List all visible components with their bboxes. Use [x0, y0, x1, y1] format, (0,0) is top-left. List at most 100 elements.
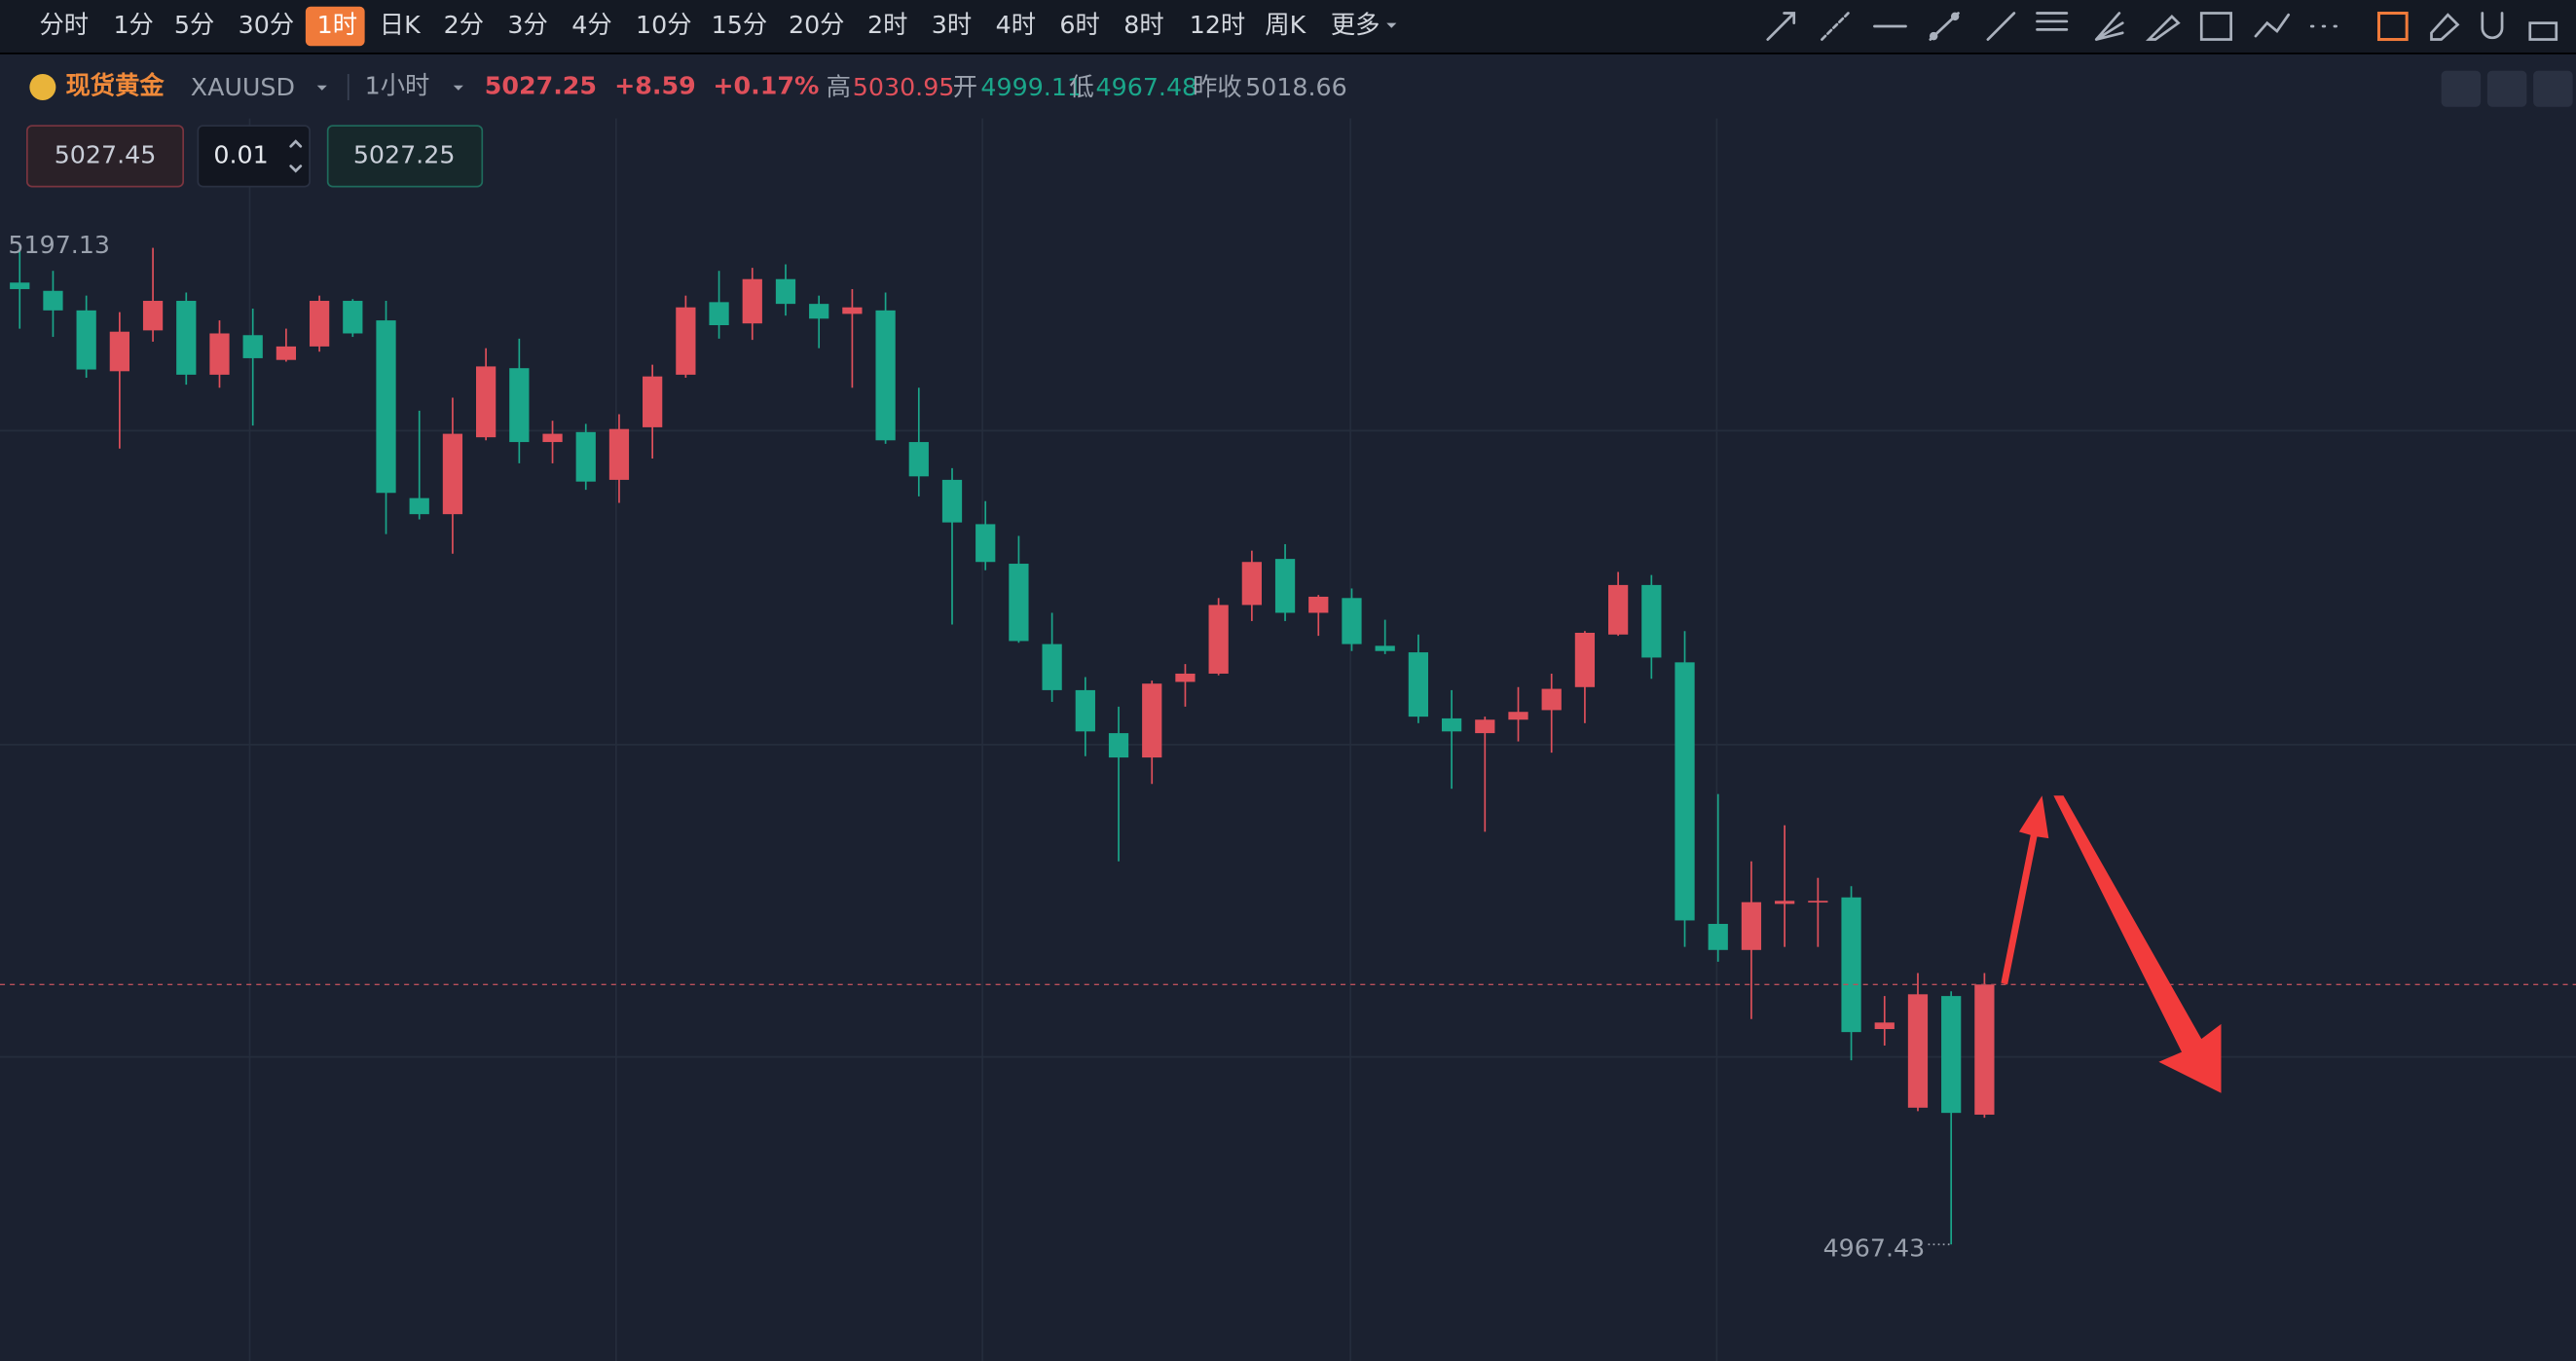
price-change-pct: +0.17% — [713, 71, 819, 99]
tool-wave[interactable] — [2254, 13, 2291, 38]
candle-body — [176, 301, 197, 375]
candle-body — [608, 428, 630, 480]
period[interactable]: 3时 — [932, 11, 972, 39]
candle-body — [1907, 994, 1929, 1108]
caret — [453, 85, 463, 91]
candle-body — [1475, 719, 1495, 734]
stat-label: 昨收 — [1193, 73, 1242, 101]
instrument-name: 现货黄金 — [66, 71, 166, 99]
tool-dot — [1929, 31, 1938, 41]
candle-body — [442, 433, 463, 515]
buy-price: 5027.25 — [353, 140, 456, 168]
period[interactable]: 日K — [380, 11, 422, 39]
candle-body — [1009, 564, 1029, 642]
candle-body — [1142, 683, 1162, 758]
period[interactable]: 1分 — [113, 11, 153, 39]
annotation-arrow — [2053, 795, 2222, 1093]
period-list: 分时 1分 5分 30分 1时 日K 2分 3分 4分 10分 15分 20分 2时 3时 4时 6时 8时 12… — [40, 6, 1397, 47]
candle-body — [109, 331, 129, 372]
period[interactable]: 10分 — [636, 11, 691, 39]
stat-value: 5018.66 — [1245, 73, 1347, 101]
low-label: 4967.43 — [1823, 1233, 1926, 1262]
tool-pen[interactable] — [2145, 14, 2181, 41]
gold-icon — [29, 73, 56, 100]
candle-body — [1108, 733, 1129, 758]
tool-arrow[interactable] — [1766, 12, 1796, 41]
chart-tools — [2441, 70, 2573, 107]
period[interactable]: 6时 — [1059, 11, 1099, 39]
period[interactable]: 周K — [1265, 11, 1306, 39]
buy-box[interactable] — [326, 125, 484, 188]
period[interactable]: 2分 — [444, 11, 484, 39]
candle-body — [709, 302, 729, 326]
caret — [316, 85, 327, 91]
tool-fib[interactable] — [2036, 12, 2069, 31]
candle-body — [1408, 652, 1429, 717]
period[interactable]: 4时 — [996, 11, 1036, 39]
candle-body — [809, 304, 829, 319]
stat-label: 低 — [1070, 73, 1094, 101]
period[interactable]: 3分 — [507, 11, 547, 39]
chart-tool[interactable] — [2533, 70, 2573, 107]
candle-body — [676, 307, 696, 375]
tool-lock[interactable] — [2528, 21, 2558, 41]
period-toolbar — [0, 0, 2576, 54]
period[interactable]: 4分 — [571, 11, 611, 39]
tool-edit[interactable] — [2376, 11, 2409, 42]
candle-body — [1775, 901, 1795, 904]
candle-body — [1574, 632, 1596, 687]
tool-ray[interactable] — [1821, 12, 1850, 41]
period[interactable]: 5分 — [174, 11, 214, 39]
candle-body — [1175, 673, 1196, 682]
period[interactable]: 2时 — [867, 11, 907, 39]
stat-value: 4967.48 — [1096, 73, 1198, 101]
candle-body — [1274, 559, 1296, 613]
tool-eraser[interactable] — [2430, 13, 2460, 41]
tool-trend[interactable] — [1986, 12, 2016, 41]
price-change: +8.59 — [614, 71, 696, 99]
period[interactable]: 15分 — [712, 11, 767, 39]
candle-body — [343, 301, 363, 334]
candle-body — [1741, 901, 1762, 950]
chart-tool[interactable] — [2486, 70, 2527, 107]
candle-body — [575, 431, 596, 482]
candle-body — [1042, 644, 1062, 690]
period[interactable]: 30分 — [239, 11, 294, 39]
tool-image[interactable] — [2199, 12, 2232, 41]
period[interactable]: 1时 — [317, 11, 357, 39]
candle-body — [43, 290, 63, 311]
candle-body — [76, 310, 96, 370]
period[interactable]: 12时 — [1190, 11, 1245, 39]
chart-tool[interactable] — [2441, 70, 2482, 107]
candle-body — [509, 368, 530, 443]
candle-body — [908, 442, 929, 477]
candle-body — [409, 497, 429, 515]
candle-body — [209, 333, 230, 375]
candle-body — [476, 366, 497, 438]
period[interactable]: 8时 — [1123, 11, 1163, 39]
candle-body — [242, 335, 263, 358]
candle-body — [1441, 717, 1462, 732]
sell-box[interactable] — [26, 125, 184, 188]
period[interactable]: 更多 — [1331, 11, 1380, 39]
period[interactable]: 分时 — [40, 11, 90, 39]
stat-value: 5030.95 — [853, 73, 955, 101]
tool-magnet[interactable] — [2481, 12, 2504, 40]
candle-body — [10, 282, 30, 289]
period[interactable]: 20分 — [789, 11, 844, 39]
interval[interactable]: 1小时 — [365, 71, 430, 99]
candle-body — [1541, 688, 1562, 711]
candle-body — [1508, 712, 1528, 720]
quantity-box[interactable] — [197, 125, 311, 188]
candle-body — [1941, 996, 1962, 1114]
candle-body — [1641, 584, 1662, 658]
tool-fan[interactable] — [2094, 12, 2124, 41]
candle-body — [309, 301, 330, 347]
candle-body — [1241, 562, 1262, 606]
caret — [1386, 22, 1397, 28]
active-period-bg — [305, 6, 365, 47]
candle-body — [542, 433, 563, 443]
spinner[interactable] — [289, 139, 303, 173]
